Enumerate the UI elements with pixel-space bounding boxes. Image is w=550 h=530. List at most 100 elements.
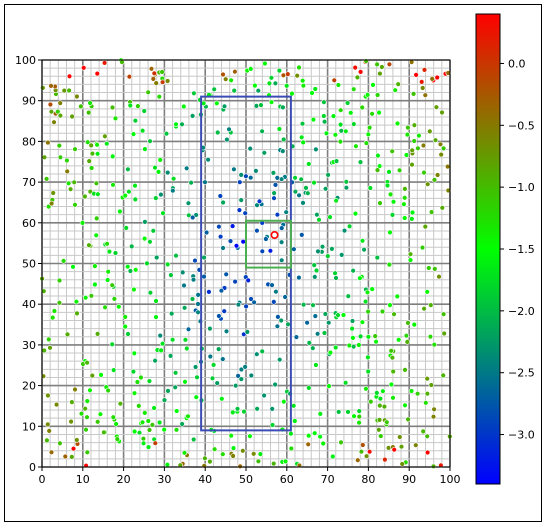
scatter-point <box>312 430 318 436</box>
scatter-point <box>45 139 51 146</box>
scatter-point <box>243 173 249 179</box>
scatter-point <box>41 347 47 354</box>
scatter-point <box>269 282 275 288</box>
scatter-point <box>255 87 261 94</box>
scatter-point <box>360 442 366 448</box>
scatter-point <box>86 158 92 164</box>
scatter-point <box>365 334 372 340</box>
scatter-point <box>413 72 419 78</box>
scatter-point <box>330 453 336 460</box>
scatter-point <box>159 69 165 75</box>
scatter-point <box>207 325 213 332</box>
scatter-point <box>376 417 383 423</box>
scatter-point <box>223 271 229 277</box>
scatter-point <box>214 380 220 386</box>
scatter-point <box>72 146 78 152</box>
scatter-point <box>361 247 367 253</box>
scatter-point <box>374 61 380 68</box>
scatter-point <box>382 456 388 463</box>
scatter-point <box>379 64 385 70</box>
scatter-point <box>386 61 393 68</box>
scatter-point <box>275 314 281 320</box>
scatter-point <box>153 195 159 201</box>
scatter-point <box>251 299 257 305</box>
scatter-point <box>445 163 451 170</box>
figure-frame <box>4 4 542 522</box>
scatter-point <box>242 364 248 370</box>
scatter-point <box>182 337 189 343</box>
scatter-point <box>206 289 212 295</box>
scatter-point <box>217 193 224 199</box>
scatter-point <box>309 90 315 96</box>
scatter-point <box>340 312 347 318</box>
scatter-point <box>170 188 176 194</box>
scatter-point <box>181 305 188 311</box>
scatter-point <box>414 391 421 397</box>
scatter-point <box>357 69 364 75</box>
scatter-point <box>366 124 373 131</box>
scatter-point <box>373 339 379 345</box>
scatter-point <box>356 413 362 420</box>
scatter-point <box>156 419 163 426</box>
scatter-point <box>131 350 138 356</box>
scatter-point <box>116 304 122 310</box>
scatter-point <box>201 273 207 280</box>
scatter-point <box>434 172 441 178</box>
scatter-point <box>56 300 63 306</box>
scatter-point <box>185 200 192 206</box>
scatter-point <box>102 133 108 140</box>
scatter-point <box>292 418 298 424</box>
scatter-point <box>60 258 67 264</box>
scatter-point <box>291 246 297 252</box>
scatter-point <box>62 453 69 460</box>
scatter-point <box>323 130 330 137</box>
scatter-point <box>94 331 101 337</box>
scatter-point <box>248 175 254 181</box>
scatter-point <box>428 302 434 308</box>
scatter-point <box>202 179 208 185</box>
scatter-point <box>94 151 101 157</box>
scatter-point <box>439 205 445 211</box>
scatter-point <box>48 108 55 115</box>
scatter-point <box>232 68 238 75</box>
scatter-point <box>277 357 283 363</box>
scatter-point <box>325 172 331 178</box>
x-tick-label: 60 <box>280 473 294 486</box>
scatter-point <box>253 168 259 174</box>
scatter-point <box>158 191 164 198</box>
scatter-point <box>231 87 237 94</box>
scatter-point <box>356 342 362 348</box>
scatter-point <box>138 374 144 381</box>
scatter-point <box>47 345 53 351</box>
scatter-point <box>88 165 95 171</box>
scatter-point <box>185 326 192 332</box>
scatter-point <box>391 311 397 317</box>
scatter-point <box>48 449 55 455</box>
scatter-point <box>300 82 307 89</box>
scatter-point <box>218 288 225 294</box>
scatter-point <box>432 137 439 143</box>
scatter-point <box>179 121 185 128</box>
scatter-point <box>160 210 166 216</box>
scatter-point <box>429 76 435 82</box>
x-tick-label: 100 <box>440 473 461 486</box>
scatter-point <box>351 86 357 92</box>
scatter-point <box>304 320 310 326</box>
scatter-point <box>342 380 349 386</box>
scatter-point <box>376 109 382 116</box>
scatter-point <box>266 80 273 87</box>
scatter-point <box>228 433 234 439</box>
scatter-point <box>421 169 427 176</box>
scatter-point <box>366 449 373 455</box>
x-tick-label: 70 <box>321 473 335 486</box>
scatter-point <box>296 274 302 281</box>
scatter-point <box>233 383 239 389</box>
scatter-point <box>374 167 381 173</box>
scatter-point <box>407 251 414 257</box>
scatter-point <box>148 66 155 72</box>
scatter-point <box>289 90 295 97</box>
scatter-point <box>305 190 311 196</box>
scatter-point <box>247 145 253 152</box>
scatter-point <box>271 190 277 196</box>
scatter-point <box>329 246 335 252</box>
